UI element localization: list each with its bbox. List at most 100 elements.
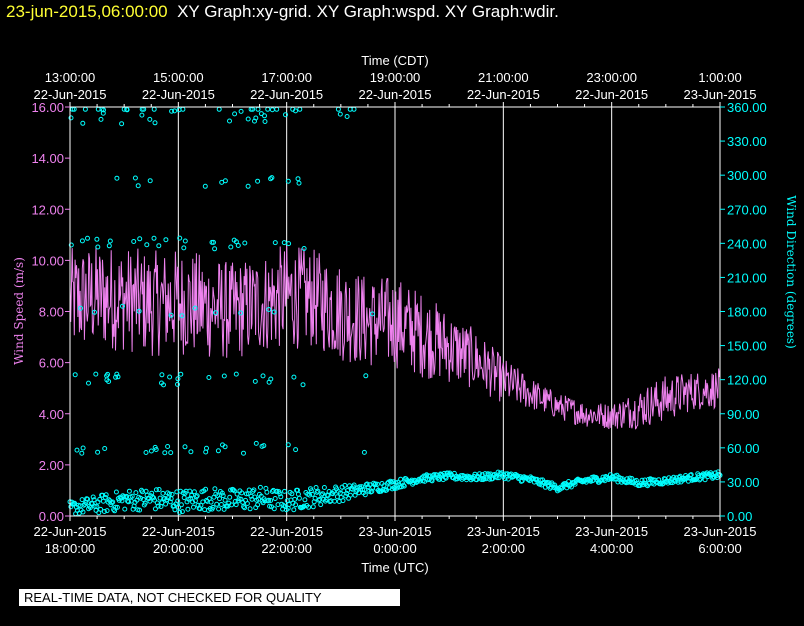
wind-direction-point xyxy=(79,450,85,456)
wind-direction-point xyxy=(362,492,368,498)
wind-direction-point xyxy=(485,471,491,477)
wind-direction-point xyxy=(233,371,239,377)
wind-direction-point xyxy=(234,491,240,497)
wind-direction-point xyxy=(126,499,131,505)
left-tick-label: 4.00 xyxy=(39,407,64,422)
wind-direction-point xyxy=(258,493,264,499)
wind-direction-point xyxy=(152,120,158,126)
bottom-tick-time: 18:00:00 xyxy=(45,541,96,556)
graph-header: 23-jun-2015,06:00:00 XY Graph:xy-grid. X… xyxy=(6,2,559,22)
wind-direction-point xyxy=(131,239,137,244)
wind-direction-point xyxy=(265,106,271,112)
wind-direction-point xyxy=(217,496,222,502)
wind-direction-point xyxy=(218,502,224,507)
wind-direction-point xyxy=(191,489,197,495)
wind-direction-point xyxy=(716,471,722,477)
wind-direction-point xyxy=(114,371,120,377)
right-tick-label: 300.00 xyxy=(727,168,767,183)
wind-direction-point xyxy=(266,307,272,312)
wind-direction-point xyxy=(568,484,574,490)
wind-direction-point xyxy=(243,491,249,497)
wind-direction-point xyxy=(153,447,159,452)
wind-direction-point xyxy=(242,240,248,246)
wind-direction-point xyxy=(137,507,143,513)
right-tick-label: 0.00 xyxy=(727,509,752,524)
left-tick-label: 6.00 xyxy=(39,356,64,371)
top-tick-time: 23:00:00 xyxy=(586,70,637,85)
wind-direction-point xyxy=(281,240,287,246)
top-tick-time: 19:00:00 xyxy=(370,70,421,85)
wind-direction-point xyxy=(478,477,484,482)
wind-direction-point xyxy=(387,478,393,484)
wind-direction-point xyxy=(229,502,235,508)
wind-direction-point xyxy=(307,492,313,498)
wind-direction-point xyxy=(227,118,232,124)
wind-direction-point xyxy=(295,491,301,497)
wind-direction-point xyxy=(181,495,187,501)
wind-direction-point xyxy=(106,243,112,249)
wind-direction-point xyxy=(78,305,84,311)
wind-direction-point xyxy=(89,501,95,507)
wind-direction-point xyxy=(222,178,228,184)
wind-direction-point xyxy=(277,491,283,497)
wind-direction-point xyxy=(293,108,298,114)
right-tick-label: 150.00 xyxy=(727,339,767,354)
wind-direction-point xyxy=(94,236,100,242)
wind-direction-point xyxy=(606,477,612,482)
wind-direction-point xyxy=(594,475,599,481)
wind-direction-point xyxy=(285,178,291,184)
wind-direction-point xyxy=(391,485,397,491)
wind-direction-point xyxy=(316,497,322,503)
wind-direction-point xyxy=(95,244,101,250)
wind-direction-point xyxy=(337,111,343,117)
wind-direction-point xyxy=(342,482,348,488)
wind-direction-point xyxy=(190,499,196,505)
wind-direction-point xyxy=(212,486,218,492)
left-axis-label: Wind Speed (m/s) xyxy=(12,257,26,365)
wind-direction-point xyxy=(167,374,173,380)
wind-direction-point xyxy=(79,238,85,244)
wind-direction-point xyxy=(104,508,110,514)
wind-direction-point xyxy=(103,492,109,498)
wind-direction-point xyxy=(119,121,125,127)
wind-direction-point xyxy=(113,504,118,510)
wind-direction-point xyxy=(188,495,194,501)
wind-direction-point xyxy=(286,241,292,247)
wind-direction-point xyxy=(297,106,303,112)
left-tick-label: 10.00 xyxy=(31,253,64,268)
wind-direction-point xyxy=(438,472,444,477)
wind-direction-point xyxy=(156,487,162,492)
wind-direction-point xyxy=(151,106,157,112)
wind-direction-point xyxy=(72,500,78,506)
wind-direction-point xyxy=(257,484,263,490)
wind-direction-point xyxy=(168,450,174,456)
top-tick-time: 1:00:00 xyxy=(698,70,741,85)
wind-direction-point xyxy=(220,493,226,499)
wind-direction-point xyxy=(255,106,261,112)
wind-direction-point xyxy=(109,500,115,506)
wind-direction-point xyxy=(293,447,299,453)
wind-direction-point xyxy=(255,178,261,184)
bottom-tick-time: 20:00:00 xyxy=(153,541,204,556)
wind-direction-point xyxy=(479,472,485,478)
wind-direction-point xyxy=(395,479,401,485)
wind-direction-point xyxy=(332,498,338,504)
wind-direction-point xyxy=(546,480,552,486)
bottom-tick-date: 23-Jun-2015 xyxy=(684,524,757,539)
wind-direction-point xyxy=(206,375,212,380)
wind-direction-point xyxy=(91,497,97,503)
wind-direction-point xyxy=(172,108,177,114)
wind-direction-point xyxy=(214,501,220,507)
wind-direction-point xyxy=(390,479,396,485)
wind-direction-point xyxy=(296,495,302,501)
wind-direction-point xyxy=(90,494,96,500)
wind-direction-point xyxy=(386,485,392,491)
wind-direction-point xyxy=(85,235,90,241)
wind-direction-point xyxy=(253,440,259,446)
wind-direction-point xyxy=(266,497,272,503)
right-tick-label: 240.00 xyxy=(727,236,767,251)
wind-direction-point xyxy=(163,501,169,507)
wind-direction-point xyxy=(182,238,188,244)
wind-direction-point xyxy=(658,481,664,487)
